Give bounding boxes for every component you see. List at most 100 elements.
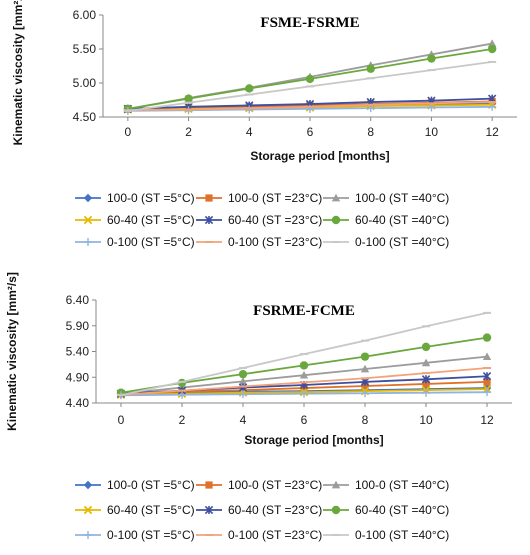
legend-swatch-marker	[83, 480, 93, 490]
legend-swatch-marker	[331, 215, 341, 225]
data-point	[487, 44, 497, 54]
legend-label: 0-100 (ST =5°C)	[107, 235, 195, 249]
data-point	[360, 364, 370, 373]
data-point	[422, 388, 431, 397]
data-point	[421, 358, 431, 367]
x-tick-label: 8	[362, 413, 369, 427]
data-point	[427, 103, 436, 112]
legend-label: 0-100 (ST =23°C)	[228, 235, 322, 249]
data-point	[184, 94, 193, 103]
legend-swatch-marker	[331, 505, 341, 515]
chart-panel-2: FSRME-FCME 4.40 4.90 5.40 5.90 6.40 0 2 4 6 8 10 12 S…	[5, 272, 512, 542]
legend-swatch-marker	[204, 505, 214, 515]
legend-swatch-marker	[205, 481, 213, 489]
data-point	[238, 390, 247, 399]
legend-label: 60-40 (ST =40°C)	[355, 503, 449, 517]
data-point	[361, 389, 370, 398]
legend-label: 60-40 (ST =23°C)	[228, 213, 322, 227]
series-8	[116, 366, 492, 396]
x-axis-label: Storage period [months]	[244, 433, 383, 447]
data-point	[238, 369, 248, 379]
legend-swatch-marker	[205, 194, 213, 202]
x-tick-label: 10	[419, 413, 433, 427]
legend-swatch-marker	[331, 480, 341, 489]
legend-label: 100-0 (ST =23°C)	[228, 191, 322, 205]
chart-panel-1: FSME-FSRME 4.50 5.00 5.50 6.00 0 2 4 6 8 10 12 Stora…	[11, 0, 517, 249]
x-tick-label: 2	[185, 125, 192, 139]
legend-label: 60-40 (ST =40°C)	[355, 213, 449, 227]
data-point	[487, 39, 497, 47]
y-tick-label: 6.00	[73, 8, 97, 22]
chart-title: FSRME-FCME	[253, 303, 355, 319]
x-tick-label: 0	[118, 413, 125, 427]
x-tick-label: 6	[307, 125, 314, 139]
series-9	[116, 311, 492, 397]
legend-swatch-marker	[83, 193, 93, 203]
y-tick-label: 4.90	[66, 370, 90, 384]
x-tick-label: 4	[240, 413, 247, 427]
data-point	[482, 352, 492, 361]
data-point	[245, 84, 254, 93]
data-point	[483, 388, 492, 397]
legend-label: 100-0 (ST =40°C)	[355, 191, 449, 205]
y-tick-label: 5.90	[66, 319, 90, 333]
y-axis-label: Kinematic viscosity [mm²/s]	[11, 0, 25, 145]
data-point	[300, 389, 308, 398]
data-point	[245, 105, 254, 114]
legend-swatch-marker	[84, 531, 92, 539]
data-point	[482, 372, 492, 381]
data-point	[421, 375, 431, 384]
legend-label: 60-40 (ST =5°C)	[107, 213, 195, 227]
data-point	[483, 378, 491, 386]
legend-label: 60-40 (ST =23°C)	[228, 503, 322, 517]
x-tick-label: 2	[179, 413, 186, 427]
y-tick-label: 4.40	[66, 396, 90, 410]
y-tick-label: 4.50	[73, 110, 97, 124]
data-point	[305, 74, 315, 84]
legend-swatch-marker	[84, 238, 92, 246]
legend-swatch-marker	[83, 505, 93, 515]
legend-label: 0-100 (ST =40°C)	[355, 235, 449, 249]
x-tick-label: 12	[480, 413, 494, 427]
data-point	[482, 333, 492, 342]
legend-label: 60-40 (ST =5°C)	[107, 503, 195, 517]
chart-title: FSME-FSRME	[260, 15, 359, 31]
x-tick-label: 8	[367, 125, 374, 139]
y-tick-label: 5.40	[66, 345, 90, 359]
x-tick-label: 0	[124, 125, 131, 139]
data-point	[238, 377, 248, 385]
x-tick-label: 4	[246, 125, 253, 139]
data-point	[299, 361, 309, 370]
legend: 100-0 (ST =5°C) 100-0 (ST =23°C) 100-0 (ST…	[75, 478, 449, 542]
y-axis-label: Kinematic viscosity [mm²/s]	[5, 272, 19, 431]
legend-label: 100-0 (ST =5°C)	[107, 478, 195, 492]
data-point	[299, 370, 309, 379]
legend-label: 100-0 (ST =40°C)	[355, 478, 449, 492]
x-tick-label: 6	[301, 413, 308, 427]
data-point	[360, 352, 370, 361]
legend-swatch-marker	[83, 215, 93, 225]
legend-label: 100-0 (ST =5°C)	[107, 191, 195, 205]
data-point	[422, 380, 430, 388]
data-point	[366, 64, 375, 73]
x-tick-label: 12	[485, 125, 499, 139]
data-point	[361, 382, 369, 390]
legend-label: 0-100 (ST =23°C)	[228, 528, 322, 542]
y-tick-label: 6.40	[66, 293, 90, 307]
legend: 100-0 (ST =5°C) 100-0 (ST =23°C) 100-0 (ST…	[75, 191, 449, 249]
data-point	[421, 342, 431, 352]
y-tick-label: 5.50	[73, 42, 97, 56]
legend-swatch-marker	[204, 215, 214, 225]
data-point	[177, 390, 186, 399]
data-point	[427, 54, 436, 63]
legend-label: 0-100 (ST =5°C)	[107, 528, 195, 542]
data-point	[238, 383, 248, 392]
legend-label: 0-100 (ST =40°C)	[355, 528, 449, 542]
legend-swatch-marker	[331, 193, 341, 202]
data-point	[488, 102, 497, 111]
y-tick-label: 5.00	[73, 76, 97, 90]
x-axis-label: Storage period [months]	[250, 149, 389, 163]
series-9	[123, 60, 497, 112]
